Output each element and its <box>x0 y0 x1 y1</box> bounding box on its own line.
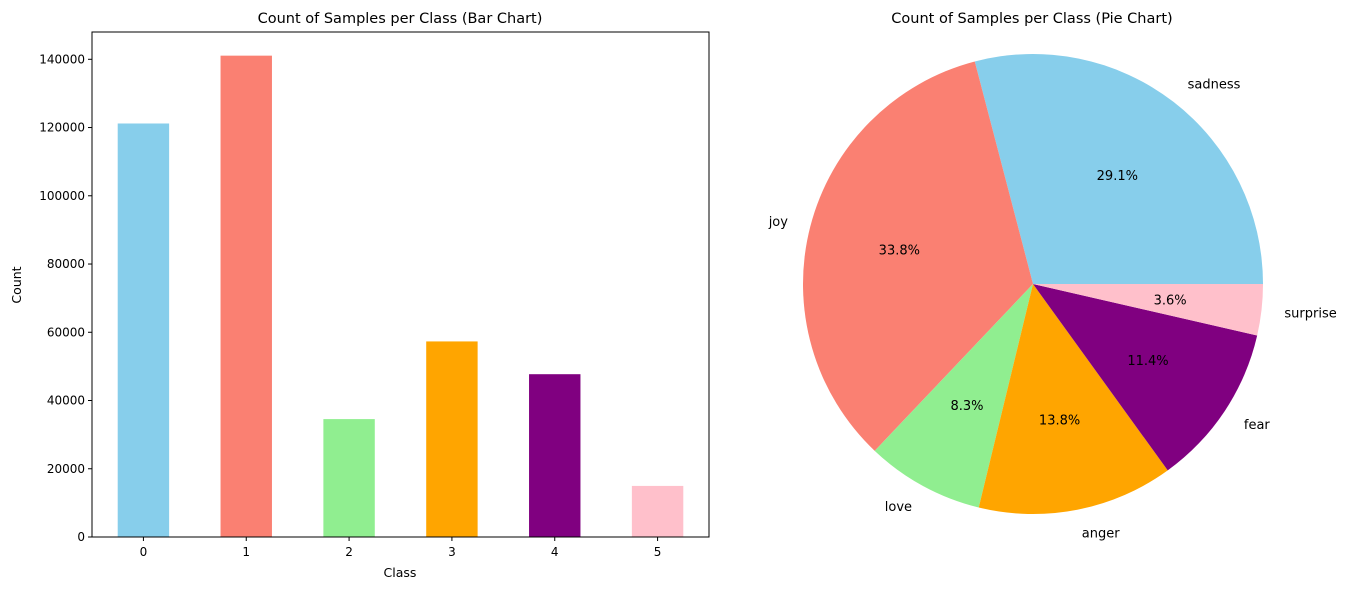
pie-chart: Count of Samples per Class (Pie Chart) s… <box>768 11 1337 541</box>
bar-y-ticks: 0 20000 40000 60000 80000 100000 120000 140000 <box>39 52 92 544</box>
y-tick-label: 100000 <box>39 189 85 203</box>
x-tick-label: 1 <box>242 545 250 559</box>
x-tick-label: 4 <box>551 545 559 559</box>
pie-label-fear: fear <box>1244 418 1271 433</box>
bar-class-5 <box>631 485 684 537</box>
pie-label-love: love <box>885 500 912 515</box>
bar-x-ticks: 0 1 2 3 4 5 <box>140 537 662 559</box>
pie-label-surprise: surprise <box>1284 306 1336 321</box>
y-tick-label: 120000 <box>39 121 85 135</box>
bar-y-axis-label: Count <box>9 266 24 303</box>
pie-slice-love <box>874 284 1033 508</box>
pie-slice-surprise <box>1033 284 1263 336</box>
x-tick-label: 3 <box>448 545 456 559</box>
bar-class-2 <box>323 419 375 537</box>
y-tick-label: 140000 <box>39 52 85 66</box>
pie-percent-fear: 11.4% <box>1127 354 1168 369</box>
pie-percent-sadness: 29.1% <box>1097 169 1138 184</box>
bar-axes-frame <box>91 31 710 538</box>
y-tick-label: 60000 <box>47 325 85 339</box>
pie-label-joy: joy <box>768 215 789 230</box>
bar-chart: Count of Samples per Class (Bar Chart) 0… <box>9 11 710 580</box>
pie-percent-love: 8.3% <box>950 399 983 414</box>
y-tick-label: 0 <box>77 530 85 544</box>
pie-slice-fear <box>1033 284 1258 471</box>
y-tick-label: 40000 <box>47 394 85 408</box>
bar-class-4 <box>529 374 581 537</box>
x-tick-label: 2 <box>345 545 353 559</box>
pie-label-anger: anger <box>1082 526 1120 541</box>
x-tick-label: 5 <box>654 545 662 559</box>
y-tick-label: 80000 <box>47 257 85 271</box>
pie-slice-anger <box>978 284 1168 514</box>
bar-x-axis-label: Class <box>384 565 417 580</box>
bar-marks <box>117 55 684 538</box>
pie-marks: sadness 29.1% joy 33.8% love 8.3% anger 13.8% fe… <box>768 54 1337 541</box>
bar-class-3 <box>426 341 478 537</box>
bar-class-1 <box>220 55 272 537</box>
pie-label-sadness: sadness <box>1188 78 1241 93</box>
x-tick-label: 0 <box>140 545 148 559</box>
pie-slice-joy <box>803 61 1033 451</box>
bar-chart-title: Count of Samples per Class (Bar Chart) <box>258 11 543 27</box>
pie-percent-anger: 13.8% <box>1039 413 1080 428</box>
pie-slice-sadness <box>974 54 1263 285</box>
pie-chart-title: Count of Samples per Class (Pie Chart) <box>891 11 1172 27</box>
pie-percent-joy: 33.8% <box>879 244 920 259</box>
bar-class-0 <box>117 123 170 538</box>
pie-percent-surprise: 3.6% <box>1154 294 1187 309</box>
y-tick-label: 20000 <box>47 462 85 476</box>
